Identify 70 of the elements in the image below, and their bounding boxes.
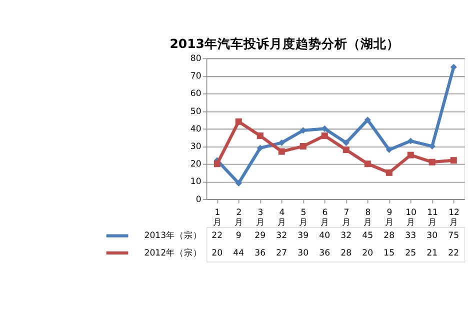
- x-tick-label: 8月: [364, 208, 373, 228]
- y-tick-label: 40: [190, 124, 202, 134]
- point: [300, 127, 306, 134]
- point: [321, 132, 328, 139]
- data-label: 9: [236, 231, 242, 242]
- x-tick-label: 12月: [448, 208, 460, 228]
- point: [342, 139, 350, 146]
- point: [428, 142, 436, 150]
- point: [214, 160, 220, 168]
- data-label: 28: [340, 248, 352, 258]
- data-label: 22: [448, 248, 460, 258]
- data-label: 21: [426, 248, 438, 258]
- data-label: 22: [212, 231, 223, 242]
- point: [300, 142, 306, 150]
- point: [428, 158, 436, 166]
- data-label: 40: [319, 231, 330, 242]
- data-label: 36: [254, 248, 266, 258]
- data-label: 20: [362, 248, 374, 258]
- data-label: 32: [276, 231, 288, 242]
- point: [386, 169, 392, 176]
- point: [278, 148, 285, 155]
- y-tick-label: 20: [190, 160, 202, 170]
- data-label: 39: [298, 231, 309, 242]
- x-tick-label: 7月: [342, 208, 352, 228]
- y-tick-label: 0: [196, 194, 202, 205]
- data-label: 29: [254, 231, 266, 242]
- x-tick-label: 6月: [320, 208, 330, 228]
- data-label: 75: [448, 231, 460, 242]
- y-tick-label: 30: [190, 142, 202, 152]
- point: [407, 138, 414, 144]
- x-tick-label: 2月: [234, 208, 244, 228]
- data-label: 15: [384, 248, 395, 258]
- x-tick-label: 5月: [299, 208, 308, 228]
- point: [450, 157, 457, 164]
- point: [364, 116, 371, 124]
- x-tick-label: 3月: [256, 208, 266, 228]
- data-label: 20: [212, 248, 223, 258]
- data-label: 32: [340, 231, 352, 242]
- data-label: 33: [405, 231, 416, 242]
- data-label: 45: [362, 231, 374, 242]
- point: [256, 132, 264, 139]
- data-label: 30: [426, 231, 438, 242]
- y-tick-label: 10: [190, 177, 202, 188]
- x-tick-label: 9月: [385, 208, 394, 228]
- legend-label: 2013年（宗）: [144, 230, 202, 242]
- y-tick-label: 50: [190, 106, 202, 117]
- point: [278, 139, 285, 146]
- point: [235, 118, 242, 125]
- legend-label: 2012年（宗）: [144, 247, 202, 258]
- chart-title: 2013年汽车投诉月度趋势分析（湖北）: [170, 36, 400, 51]
- data-label: 28: [384, 231, 395, 242]
- point: [407, 152, 414, 158]
- data-label: 27: [276, 248, 288, 258]
- x-tick-label: 11月: [427, 208, 438, 228]
- data-label: 25: [405, 248, 416, 258]
- point: [364, 160, 371, 168]
- point: [256, 144, 264, 152]
- point: [450, 64, 457, 70]
- point: [342, 146, 350, 154]
- point: [235, 180, 242, 186]
- y-tick-label: 80: [190, 54, 202, 64]
- y-tick-label: 70: [190, 72, 202, 82]
- x-tick-label: 1月: [213, 208, 222, 228]
- x-tick-label: 4月: [278, 208, 287, 228]
- data-label: 44: [233, 248, 244, 258]
- x-tick-label: 10月: [406, 208, 417, 228]
- data-label: 30: [298, 248, 309, 258]
- data-label: 36: [319, 248, 330, 258]
- point: [386, 146, 392, 154]
- y-tick-label: 60: [190, 89, 202, 100]
